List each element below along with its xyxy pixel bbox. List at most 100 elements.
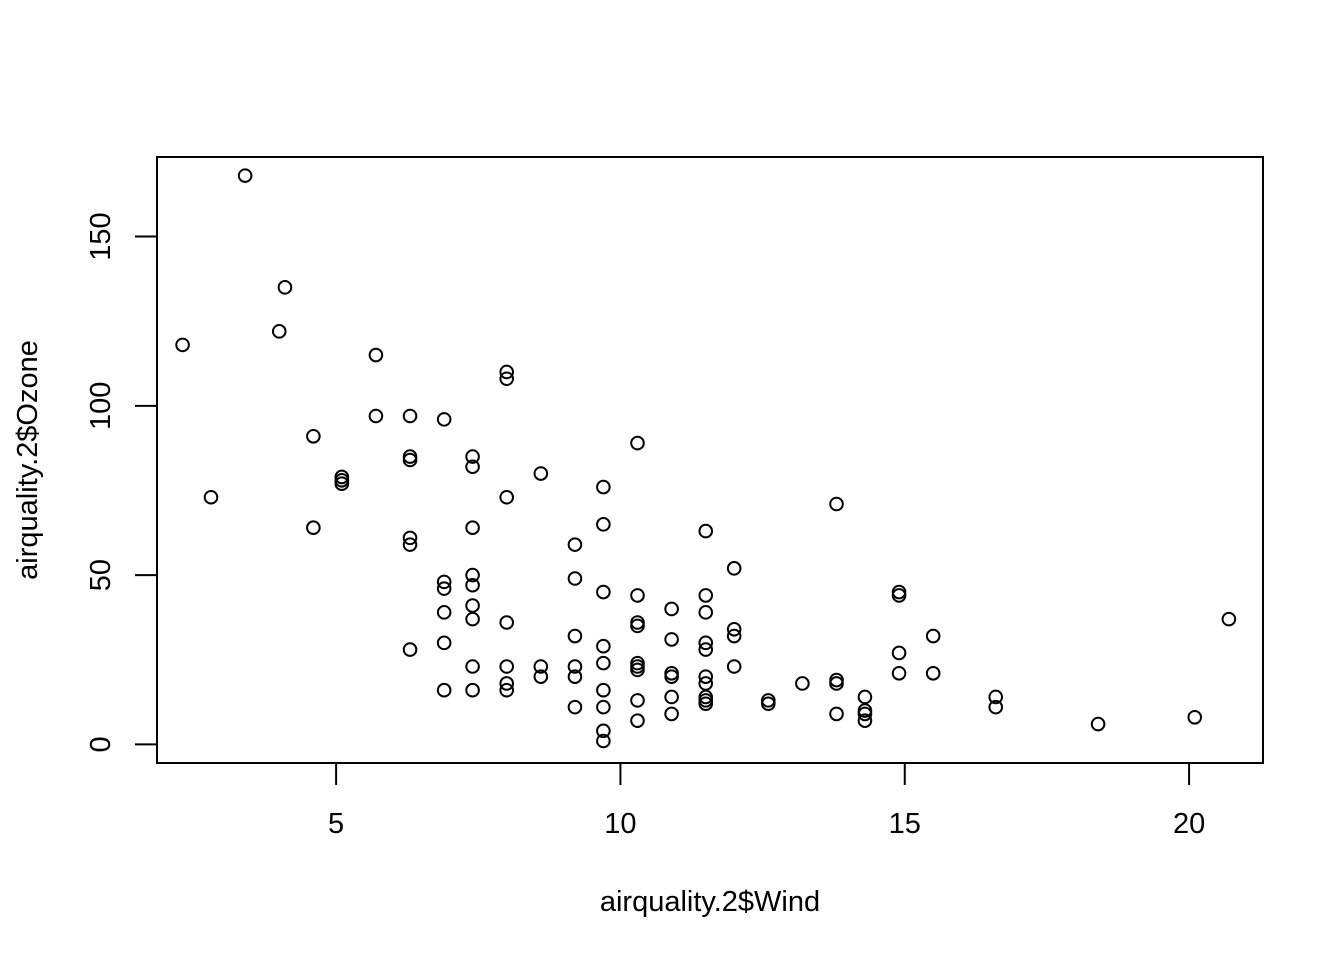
data-point [630, 588, 645, 603]
data-point [175, 337, 190, 353]
data-point [664, 689, 679, 705]
data-point [499, 371, 515, 387]
data-point [499, 489, 515, 505]
data-point [829, 496, 844, 512]
data-point [533, 659, 549, 674]
data-point [499, 615, 515, 630]
data-point [925, 628, 941, 644]
data-point [925, 665, 941, 681]
data-point [630, 662, 645, 678]
data-point [726, 561, 742, 576]
data-point [664, 706, 679, 722]
x-axis-title: airquality.2$Wind [600, 886, 820, 918]
y-tick-label: 0 [85, 736, 117, 752]
x-axis: 5 10 15 20 [328, 762, 1205, 840]
data-point [368, 408, 384, 424]
data-point [465, 449, 480, 464]
data-point [857, 706, 873, 722]
data-point [567, 628, 583, 644]
data-point [402, 452, 418, 468]
data-point [698, 588, 714, 603]
data-point [726, 621, 742, 637]
data-point [402, 642, 418, 657]
x-tick-label: 20 [1173, 808, 1205, 840]
data-point [436, 581, 452, 596]
data-point [698, 635, 714, 651]
data-point [306, 429, 321, 444]
data-point [436, 682, 452, 698]
data-point [436, 635, 452, 651]
data-point [271, 324, 287, 339]
data-point [567, 659, 583, 674]
data-point [567, 571, 583, 586]
data-point [596, 517, 611, 532]
data-point [567, 537, 583, 552]
data-point [1221, 611, 1237, 627]
data-point [533, 669, 549, 684]
data-point [465, 520, 480, 536]
x-tick-label: 5 [328, 808, 344, 840]
data-point [596, 699, 611, 715]
data-point [436, 574, 452, 590]
data-point [402, 530, 418, 546]
y-axis: 0 50 100 150 [85, 212, 158, 752]
data-point [596, 655, 611, 671]
data-point [402, 537, 418, 552]
data-point [1090, 716, 1106, 732]
data-point [596, 584, 611, 600]
data-point [760, 696, 776, 712]
data-point [368, 347, 384, 363]
data-point [891, 665, 907, 681]
data-point [596, 638, 611, 654]
data-point [891, 645, 907, 661]
y-axis-title: airquality.2$Ozone [12, 340, 44, 580]
data-point [698, 605, 714, 620]
y-tick-label: 150 [85, 212, 117, 260]
data-point [402, 408, 418, 424]
data-point [795, 676, 810, 691]
data-point [698, 669, 714, 684]
data-point [857, 713, 873, 728]
data-point [499, 364, 515, 380]
data-point [465, 567, 480, 583]
data-point [630, 693, 645, 708]
data-point [1187, 710, 1203, 725]
data-point [630, 435, 645, 451]
data-point [596, 682, 611, 698]
data-point [334, 476, 350, 492]
data-point [203, 489, 219, 505]
data-point [465, 459, 480, 475]
data-point [499, 676, 515, 691]
data-point [829, 676, 844, 691]
data-point [436, 412, 452, 427]
data-point [465, 577, 480, 593]
data-point [533, 466, 549, 481]
data-point [596, 733, 611, 749]
data-point [698, 696, 714, 712]
data-point [237, 168, 253, 183]
data-point [465, 682, 480, 698]
data-point [664, 632, 679, 647]
data-point [891, 588, 907, 603]
data-point [499, 682, 515, 698]
data-point [988, 699, 1004, 715]
points-layer [175, 168, 1237, 749]
data-point [277, 280, 293, 295]
x-tick-label: 10 [604, 808, 636, 840]
data-point [988, 689, 1004, 705]
data-point [726, 659, 742, 674]
data-point [630, 713, 645, 728]
data-point [664, 669, 679, 684]
data-point [465, 659, 480, 674]
data-point [567, 699, 583, 715]
data-point [306, 520, 321, 536]
data-point [726, 628, 742, 644]
y-tick-label: 100 [85, 382, 117, 430]
data-point [698, 523, 714, 539]
data-point [698, 642, 714, 657]
data-point [465, 611, 480, 627]
data-point [829, 706, 844, 722]
data-point [664, 601, 679, 617]
